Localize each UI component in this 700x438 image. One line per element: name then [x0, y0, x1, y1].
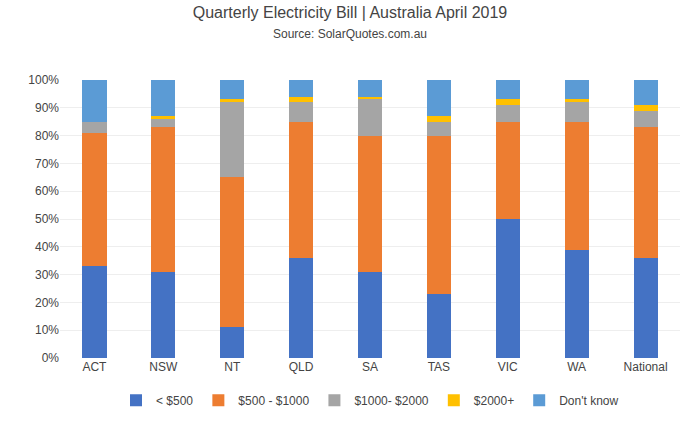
svg-text:ACT: ACT: [82, 360, 107, 374]
svg-text:Don't know: Don't know: [559, 394, 618, 408]
svg-text:$2000+: $2000+: [474, 394, 514, 408]
svg-text:90%: 90%: [35, 101, 59, 115]
svg-text:National: National: [624, 360, 668, 374]
svg-text:Quarterly Electricity Bill | A: Quarterly Electricity Bill | Australia A…: [193, 4, 508, 42]
svg-text:QLD: QLD: [289, 360, 314, 374]
svg-text:< $500: < $500: [156, 394, 193, 408]
svg-text:100%: 100%: [28, 73, 59, 87]
svg-text:0%: 0%: [42, 351, 60, 365]
svg-text:TAS: TAS: [428, 360, 450, 374]
svg-text:$500 - $1000: $500 - $1000: [238, 394, 309, 408]
svg-text:WA: WA: [567, 360, 586, 374]
svg-text:60%: 60%: [35, 184, 59, 198]
svg-text:30%: 30%: [35, 268, 59, 282]
svg-text:SA: SA: [362, 360, 378, 374]
svg-text:10%: 10%: [35, 323, 59, 337]
svg-text:VIC: VIC: [498, 360, 518, 374]
svg-text:50%: 50%: [35, 212, 59, 226]
svg-text:80%: 80%: [35, 129, 59, 143]
svg-text:NSW: NSW: [149, 360, 178, 374]
svg-text:40%: 40%: [35, 240, 59, 254]
svg-text:NT: NT: [224, 360, 241, 374]
svg-text:$1000- $2000: $1000- $2000: [354, 394, 428, 408]
svg-text:70%: 70%: [35, 157, 59, 171]
svg-text:20%: 20%: [35, 296, 59, 310]
